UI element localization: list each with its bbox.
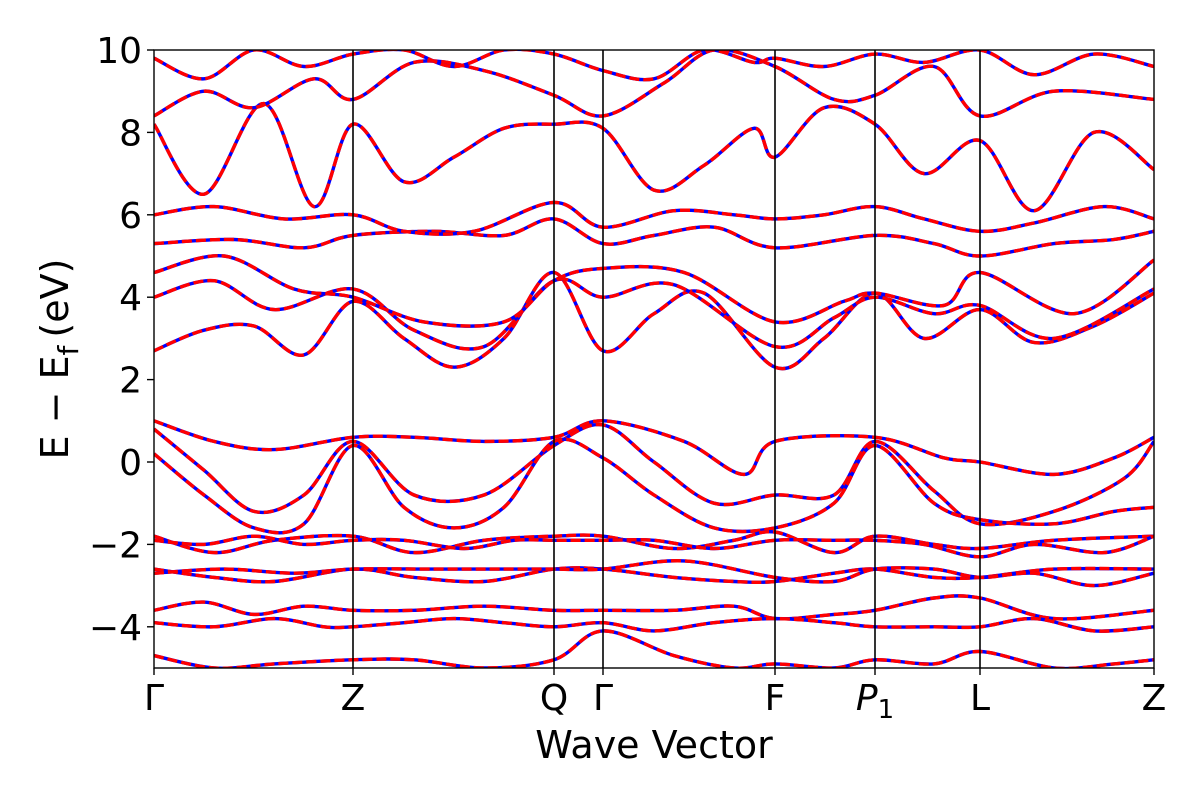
band-17-overlay-line (154, 616, 1154, 633)
band-8-overlay-line (154, 50, 1154, 82)
band-9-overlay-line (154, 419, 1154, 477)
band-16-overlay-line (154, 594, 1154, 621)
band-1-overlay-line (154, 270, 1154, 371)
band-18 (154, 629, 1154, 668)
y-tick-label: −4 (89, 608, 142, 649)
band-3-overlay-line (154, 254, 1154, 328)
y-axis-ticks: −4 −2 0 2 4 6 8 10 (89, 31, 154, 649)
band-11 (154, 437, 1154, 535)
x-tick-label: P1 (856, 678, 894, 725)
band-15-overlay-line (154, 559, 1154, 588)
x-axis-title: Wave Vector (535, 723, 773, 767)
x-tick-label: L (970, 678, 990, 719)
band-9 (154, 419, 1154, 477)
band-4 (154, 217, 1154, 258)
x-axis-ticks: Γ Z Q Γ F P1 L Z (144, 668, 1166, 725)
x-tick-label: F (765, 678, 786, 719)
band-15 (154, 559, 1154, 588)
y-tick-label: 10 (96, 31, 142, 72)
band-17 (154, 616, 1154, 633)
y-axis-title-unit: (eV) (33, 259, 77, 338)
band-4-overlay-line (154, 217, 1154, 258)
band-7-overlay-line (154, 50, 1154, 118)
y-tick-label: 4 (119, 278, 142, 319)
band-8 (154, 50, 1154, 82)
band-7 (154, 50, 1154, 118)
y-tick-label: 6 (119, 196, 142, 237)
x-tick-label: Z (341, 678, 366, 719)
x-tick-label: Γ (593, 678, 613, 719)
band-12 (154, 529, 1154, 555)
y-tick-label: 2 (119, 361, 142, 402)
band-5 (154, 200, 1154, 236)
band-5-overlay-line (154, 200, 1154, 236)
band-2-overlay-line (154, 277, 1154, 351)
x-tick-label: Q (540, 678, 568, 719)
y-tick-label: −2 (89, 525, 142, 566)
x-tick-label: Z (1142, 678, 1167, 719)
band-2 (154, 277, 1154, 351)
band-12-overlay-line (154, 529, 1154, 555)
band-1 (154, 270, 1154, 371)
band-11-overlay-line (154, 437, 1154, 535)
band-3 (154, 254, 1154, 328)
y-tick-label: 8 (119, 113, 142, 154)
x-tick-label: Γ (144, 678, 164, 719)
plot-frame (153, 49, 1155, 669)
y-axis-title: E − Ef (eV) (33, 259, 85, 460)
band-18-overlay-line (154, 629, 1154, 668)
kpoint-divider-lines (352, 50, 981, 668)
y-axis-title-main: E − E (33, 355, 77, 459)
y-tick-label: 0 (119, 443, 142, 484)
band-16 (154, 594, 1154, 621)
y-axis-title-sub: f (52, 344, 85, 355)
